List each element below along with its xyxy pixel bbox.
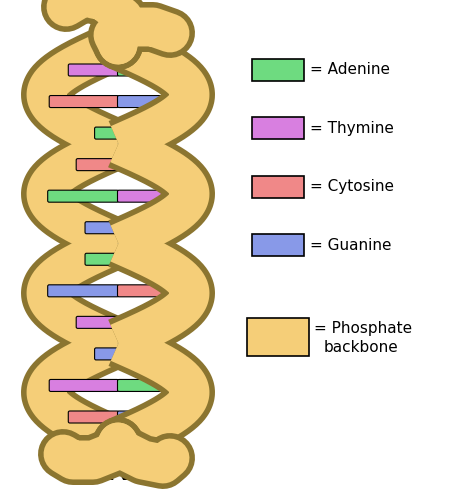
FancyBboxPatch shape xyxy=(76,158,118,170)
Bar xyxy=(252,59,304,81)
FancyBboxPatch shape xyxy=(85,254,118,266)
FancyBboxPatch shape xyxy=(118,96,187,108)
FancyBboxPatch shape xyxy=(85,222,118,234)
Text: = Thymine: = Thymine xyxy=(310,120,394,136)
FancyBboxPatch shape xyxy=(118,127,141,139)
Bar xyxy=(247,318,309,356)
FancyBboxPatch shape xyxy=(118,285,188,297)
FancyBboxPatch shape xyxy=(49,96,118,108)
FancyBboxPatch shape xyxy=(118,316,160,328)
FancyBboxPatch shape xyxy=(118,64,168,76)
FancyBboxPatch shape xyxy=(48,285,118,297)
Text: backbone: backbone xyxy=(324,340,399,354)
FancyBboxPatch shape xyxy=(76,316,118,328)
Text: DNA: DNA xyxy=(84,457,152,486)
FancyBboxPatch shape xyxy=(48,190,118,202)
FancyBboxPatch shape xyxy=(95,348,118,360)
FancyBboxPatch shape xyxy=(95,127,118,139)
Text: = Adenine: = Adenine xyxy=(310,62,390,78)
FancyBboxPatch shape xyxy=(68,411,118,423)
Text: = Cytosine: = Cytosine xyxy=(310,180,394,194)
FancyBboxPatch shape xyxy=(118,254,151,266)
FancyBboxPatch shape xyxy=(118,380,187,392)
FancyBboxPatch shape xyxy=(118,158,160,170)
FancyBboxPatch shape xyxy=(118,190,188,202)
Text: = Guanine: = Guanine xyxy=(310,238,392,252)
FancyBboxPatch shape xyxy=(49,380,118,392)
FancyBboxPatch shape xyxy=(118,348,141,360)
Bar xyxy=(252,117,304,139)
Text: = Phosphate: = Phosphate xyxy=(314,320,412,336)
Bar xyxy=(252,176,304,198)
FancyBboxPatch shape xyxy=(68,64,118,76)
FancyBboxPatch shape xyxy=(118,411,168,423)
FancyBboxPatch shape xyxy=(118,222,151,234)
Bar xyxy=(252,234,304,256)
